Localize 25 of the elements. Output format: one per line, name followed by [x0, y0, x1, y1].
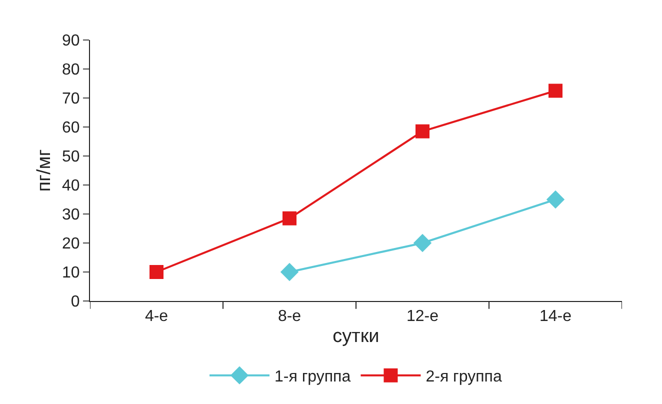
point — [282, 211, 296, 226]
y-axis-title: пг/мг — [34, 149, 55, 192]
y-tick-label: 10 — [62, 264, 80, 282]
point — [413, 234, 432, 252]
y-tick-label: 50 — [62, 148, 80, 166]
x-axis-title: сутки — [332, 326, 380, 347]
y-tick-label: 20 — [62, 236, 80, 253]
point — [150, 265, 164, 279]
legend-label: 2-я группа — [426, 368, 502, 386]
y-tick-label: 0 — [70, 294, 80, 311]
y-tick-label: 60 — [62, 120, 80, 137]
x-tick-label: 8-е — [278, 308, 302, 326]
point — [416, 124, 430, 138]
y-tick-label: 80 — [62, 62, 80, 79]
point — [546, 190, 565, 209]
y-tick-label: 30 — [62, 206, 80, 224]
y-tick-label: 40 — [62, 178, 80, 195]
point — [280, 262, 299, 282]
legend-label: 1-я группа — [274, 368, 351, 386]
y-tick-label: 70 — [62, 90, 80, 108]
point — [548, 84, 562, 98]
x-tick-label: 14-е — [539, 308, 572, 326]
x-tick-label: 12-е — [406, 308, 439, 326]
x-tick-label: 4-е — [144, 308, 168, 326]
y-tick-label: 90 — [62, 32, 80, 50]
